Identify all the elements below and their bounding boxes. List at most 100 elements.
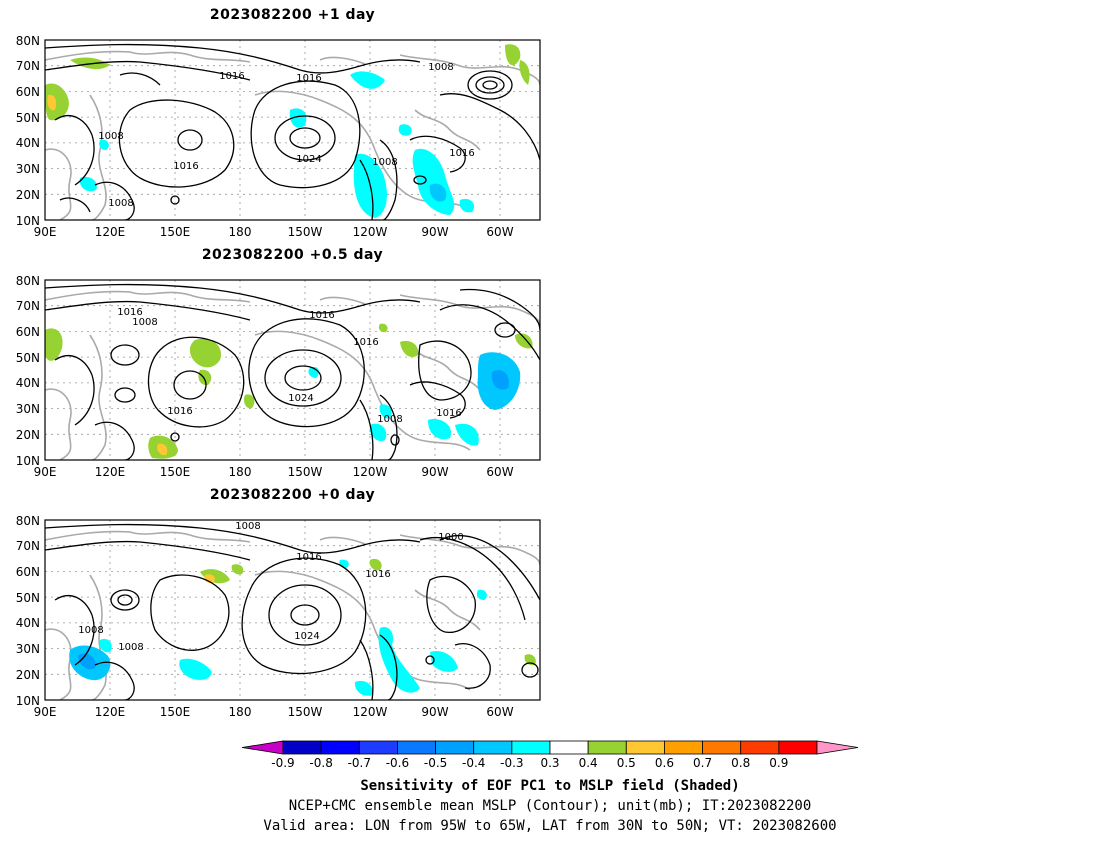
contour-label: 1016 xyxy=(117,307,142,318)
lat-label: 40N xyxy=(16,376,40,390)
lon-label: 150W xyxy=(288,465,323,479)
colorbar-tick-labels: -0.9 -0.8 -0.7 -0.6 -0.5 -0.4 -0.3 0.3 0.4 0.5 0.6… xyxy=(271,756,788,770)
coastlines xyxy=(45,50,540,220)
lat-label: 10N xyxy=(16,454,40,468)
lat-label: 80N xyxy=(16,274,40,288)
lon-label: 120E xyxy=(95,705,126,719)
map-panel-3: 1008 1016 1000 1016 1008 1008 1024 80N 7… xyxy=(16,514,541,719)
colorbar-swatch xyxy=(473,740,513,755)
lat-label: 60N xyxy=(16,325,40,339)
contour-label: 1008 xyxy=(372,157,397,168)
lon-label: 180 xyxy=(229,465,252,479)
colorbar-swatch xyxy=(664,740,703,755)
contour-label: 1016 xyxy=(365,569,390,580)
lat-label: 40N xyxy=(16,136,40,150)
colorbar-swatch xyxy=(625,740,665,755)
colorbar-tick-label: 0.8 xyxy=(731,756,750,770)
colorbar-tick-label: -0.7 xyxy=(348,756,371,770)
lon-label: 180 xyxy=(229,705,252,719)
lon-label: 150E xyxy=(160,705,191,719)
lon-label: 60W xyxy=(486,705,513,719)
panel-title-plus0day: 2023082200 +0 day xyxy=(209,487,376,503)
caption-line-1: Sensitivity of EOF PC1 to MSLP field (Sh… xyxy=(360,778,740,794)
colorbar-swatch xyxy=(702,740,742,755)
contour-label: 1016 xyxy=(309,310,334,321)
lon-label: 90W xyxy=(421,705,448,719)
lat-label: 50N xyxy=(16,591,40,605)
colorbar-tick-label: 0.3 xyxy=(540,756,559,770)
mslp-contours xyxy=(45,283,540,460)
colorbar-swatch xyxy=(435,740,475,755)
mslp-contours xyxy=(45,43,540,220)
lon-label: 120E xyxy=(95,225,126,239)
lon-label: 90W xyxy=(421,225,448,239)
axis-labels: 80N 70N 60N 50N 40N 30N 20N 10N 90E 120E… xyxy=(16,274,514,479)
colorbar-swatch xyxy=(587,740,627,755)
lon-label: 120W xyxy=(353,705,388,719)
lat-label: 20N xyxy=(16,428,40,442)
colorbar-tick-label: -0.9 xyxy=(271,756,294,770)
contour-label: 1016 xyxy=(219,71,244,82)
colorbar-swatch xyxy=(320,740,360,755)
colorbar-tick-label: -0.3 xyxy=(500,756,523,770)
contour-labels: 1016 1016 1008 1008 1016 1024 1008 1016 … xyxy=(98,62,474,209)
colorbar-swatch xyxy=(511,740,551,755)
lat-label: 60N xyxy=(16,565,40,579)
lon-label: 60W xyxy=(486,225,513,239)
lon-label: 180 xyxy=(229,225,252,239)
colorbar-tick-label: 0.9 xyxy=(769,756,788,770)
colorbar-swatch xyxy=(740,740,780,755)
caption-line-3: Valid area: LON from 95W to 65W, LAT fro… xyxy=(263,818,837,834)
lon-label: 150W xyxy=(288,225,323,239)
contour-labels: 1016 1008 1016 1016 1016 1024 1008 1016 xyxy=(117,307,461,425)
contour-label: 1016 xyxy=(296,552,321,563)
lat-label: 30N xyxy=(16,162,40,176)
contour-label: 1008 xyxy=(132,317,157,328)
contour-label: 1008 xyxy=(118,642,143,653)
contour-label: 1024 xyxy=(288,393,313,404)
colorbar-swatch xyxy=(358,740,398,755)
lat-label: 50N xyxy=(16,111,40,125)
lat-label: 10N xyxy=(16,694,40,708)
map-panel-1: 1016 1016 1008 1008 1016 1024 1008 1016 … xyxy=(16,34,541,239)
colorbar-swatch xyxy=(397,740,436,755)
lon-label: 150E xyxy=(160,225,191,239)
lat-label: 30N xyxy=(16,402,40,416)
lon-label: 120W xyxy=(353,225,388,239)
contour-label: 1016 xyxy=(353,337,378,348)
contour-label: 1016 xyxy=(167,406,192,417)
colorbar-swatch xyxy=(816,740,859,755)
lat-label: 80N xyxy=(16,514,40,528)
map-panel-2: 1016 1008 1016 1016 1016 1024 1008 1016 … xyxy=(16,274,541,479)
coastlines xyxy=(45,290,540,460)
mslp-contours xyxy=(45,523,540,700)
lat-label: 40N xyxy=(16,616,40,630)
lat-label: 30N xyxy=(16,642,40,656)
colorbar-tick-label: -0.5 xyxy=(424,756,447,770)
lon-label: 120W xyxy=(353,465,388,479)
axis-labels: 80N 70N 60N 50N 40N 30N 20N 10N 90E 120E… xyxy=(16,34,514,239)
contour-label: 1008 xyxy=(108,198,133,209)
lon-label: 150E xyxy=(160,465,191,479)
sensitivity-shading xyxy=(45,323,533,459)
contour-label: 1016 xyxy=(449,148,474,159)
colorbar-tick-label: 0.4 xyxy=(579,756,598,770)
colorbar-tick-label: 0.6 xyxy=(655,756,674,770)
caption-line-2: NCEP+CMC ensemble mean MSLP (Contour); u… xyxy=(288,798,812,814)
contour-label: 1016 xyxy=(436,408,461,419)
colorbar-swatch xyxy=(549,740,589,755)
colorbar-tick-label: -0.6 xyxy=(386,756,409,770)
contour-label: 1008 xyxy=(235,521,260,532)
lon-label: 60W xyxy=(486,465,513,479)
colorbar-tick-label: 0.5 xyxy=(617,756,636,770)
lon-label: 90W xyxy=(421,465,448,479)
contour-label: 1024 xyxy=(294,631,319,642)
map-panels: 1016 1016 1008 1008 1016 1024 1008 1016 … xyxy=(16,34,541,719)
lat-label: 20N xyxy=(16,188,40,202)
lon-label: 120E xyxy=(95,465,126,479)
contour-label: 1000 xyxy=(438,532,463,543)
colorbar-swatch xyxy=(778,740,818,755)
colorbar-swatch xyxy=(241,740,284,755)
axis-labels: 80N 70N 60N 50N 40N 30N 20N 10N 90E 120E… xyxy=(16,514,514,719)
contour-label: 1008 xyxy=(377,414,402,425)
